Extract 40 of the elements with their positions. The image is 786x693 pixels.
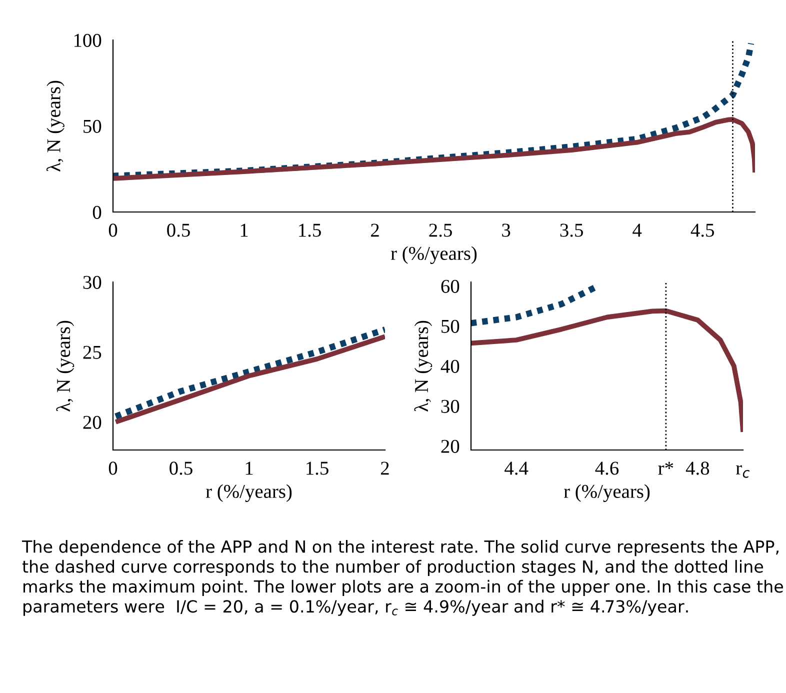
y-axis-title: λ, N (years) [56, 320, 74, 412]
y-tick-label: 30 [441, 400, 460, 413]
y-tick-label: 0 [92, 206, 102, 219]
x-tick-label: 1 [240, 224, 248, 237]
x-tick-label: r$_{c}$ [736, 465, 750, 478]
text: The dependence of the APP and N on the interest rate. The solid curve represents the APP, the dashed curve corresponds to the number of production stages N, and the dotted line marks the maximum point. The lower plots are a zoom-in of the upper one. In this case the parameters were I/C = 20, a = 0.1%/year, r$_{c}$ ≅ 4.9%/year and r* ≅ 4.73%/year. [22, 540, 783, 616]
y-axis-title: λ, N (years) [414, 320, 432, 412]
y-tick-label: 60 [441, 280, 460, 293]
y-tick-label: 30 [83, 276, 102, 289]
line-series [113, 117, 755, 181]
y-tick-label: 20 [441, 440, 460, 453]
x-tick-label: 4 [632, 224, 642, 237]
y-tick-label: 50 [84, 120, 102, 133]
y-tick-label: 20 [83, 416, 102, 429]
y-tick-label: 40 [440, 360, 460, 373]
y-tick-label: 50 [442, 320, 460, 333]
x-axis-title: r (%/years) [206, 484, 292, 502]
x-tick-label: 0.5 [170, 462, 192, 475]
y-axis-title: λ, N (years) [46, 80, 64, 172]
x-tick-label: 0.5 [167, 224, 190, 237]
x-tick-label: 2 [371, 224, 379, 237]
y-tick-label: 100 [74, 34, 102, 47]
y-tick-label: 25 [83, 346, 102, 359]
x-tick-label: 3.5 [560, 224, 583, 237]
x-tick-label: 0 [108, 462, 118, 475]
x-tick-label: 4.4 [504, 462, 528, 475]
x-tick-label: 4.8 [686, 462, 710, 475]
x-tick-label: 1.5 [299, 224, 321, 237]
x-tick-label: 4.6 [595, 462, 619, 475]
x-tick-label: r* [658, 462, 674, 475]
line-series [471, 308, 743, 434]
x-tick-label: 1.5 [306, 462, 328, 475]
x-tick-label: 4.5 [690, 224, 714, 237]
x-tick-label: 2.5 [429, 224, 452, 237]
x-axis-title: r (%/years) [564, 484, 650, 502]
x-tick-label: 0 [108, 224, 118, 237]
x-tick-label: 1 [246, 462, 253, 475]
x-axis-title: r (%/years) [390, 246, 477, 264]
x-tick-label: 3 [502, 224, 510, 237]
x-tick-label: 2 [380, 462, 389, 475]
